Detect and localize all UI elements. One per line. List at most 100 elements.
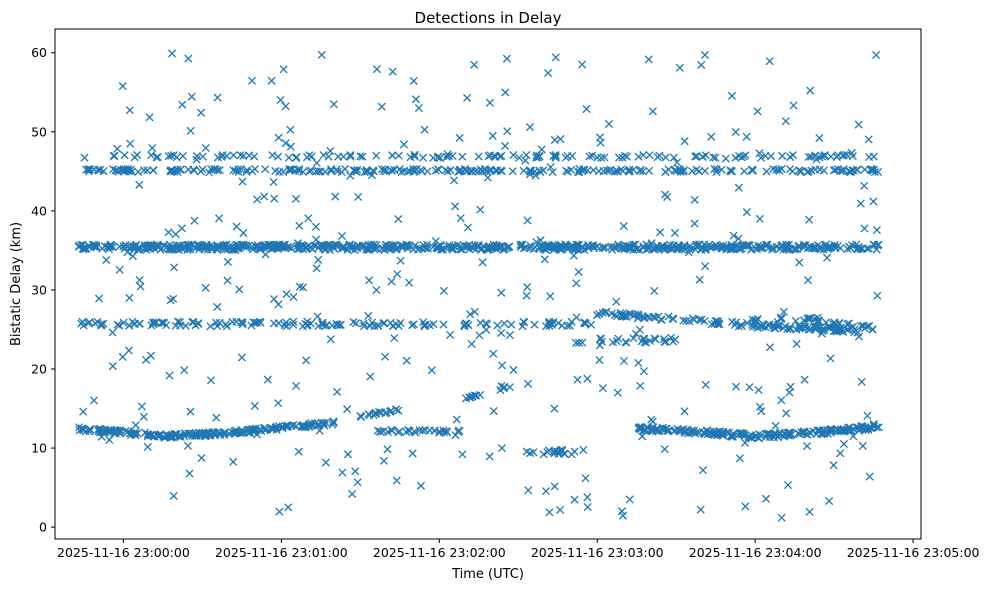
data-point-noise <box>648 107 657 116</box>
data-point-track_26_hump <box>751 316 760 325</box>
data-point-band_35 <box>737 244 746 253</box>
data-point-noise <box>612 297 621 306</box>
data-point-noise <box>806 86 815 95</box>
data-point-noise <box>617 507 627 516</box>
data-point-band_35 <box>870 240 879 250</box>
data-point-track_12_mid <box>411 428 420 437</box>
data-point-band_45 <box>443 167 452 176</box>
data-point-track_12_right <box>852 423 861 432</box>
data-point-band_47 <box>172 153 181 162</box>
data-point-noise <box>186 126 195 135</box>
data-point-band_45 <box>213 166 222 175</box>
data-point-noise <box>697 60 706 69</box>
data-point-track_12_right <box>709 429 718 439</box>
data-point-noise <box>734 183 743 192</box>
data-point-band_35 <box>546 242 555 251</box>
data-point-band_25.7 <box>335 320 344 330</box>
data-point-track_12_left <box>246 428 255 437</box>
data-point-band_47 <box>515 153 524 162</box>
data-point-track_12_left <box>94 427 103 436</box>
data-point-track_12_left <box>104 426 113 435</box>
data-point-band_47 <box>551 150 560 160</box>
data-point-noise <box>263 375 272 384</box>
data-point-noise <box>139 412 148 421</box>
data-point-track_27_to_25 <box>682 316 691 326</box>
data-point-noise <box>223 257 232 266</box>
data-point-track_9.5 <box>551 447 560 456</box>
data-point-noise <box>617 165 626 174</box>
data-point-noise <box>501 141 510 151</box>
data-point-track_23.6 <box>608 338 617 347</box>
data-point-noise <box>836 449 845 458</box>
data-point-band_35 <box>421 244 430 253</box>
data-point-noise <box>353 478 362 487</box>
data-point-band_35 <box>494 243 503 252</box>
data-point-track_14 <box>356 411 365 421</box>
data-point-band_47 <box>615 153 624 162</box>
data-point-noise <box>354 192 363 202</box>
data-point-noise <box>123 248 132 257</box>
data-point-band_35 <box>793 245 802 254</box>
data-point-band_35 <box>833 241 842 251</box>
data-points <box>74 49 883 522</box>
data-point-noise <box>634 358 643 367</box>
data-point-noise <box>126 139 135 148</box>
data-point-band_45 <box>474 167 483 176</box>
data-point-track_27_to_25 <box>688 314 698 323</box>
x-tick-label: 2025-11-16 23:01:00 <box>215 545 348 560</box>
data-point-noise <box>165 371 174 380</box>
data-point-band_47 <box>588 151 597 160</box>
data-point-track_27_to_25 <box>634 310 643 319</box>
data-point-band_47 <box>217 152 226 161</box>
data-point-noise <box>800 375 809 384</box>
data-point-noise <box>856 199 865 208</box>
data-point-noise <box>625 495 634 504</box>
data-point-band_47 <box>80 153 89 162</box>
data-point-noise <box>351 467 360 476</box>
data-point-noise <box>546 292 555 301</box>
data-point-noise <box>550 482 559 491</box>
data-point-band_35 <box>142 242 152 251</box>
data-point-track_12_mid <box>418 426 427 435</box>
data-point-band_25.7 <box>149 318 158 327</box>
data-point-noise <box>125 106 134 115</box>
data-point-noise <box>497 328 506 338</box>
data-point-band_45 <box>467 166 476 176</box>
data-point-noise <box>789 101 798 110</box>
data-point-band_25.7 <box>228 317 237 327</box>
data-point-band_47 <box>356 152 365 161</box>
data-point-band_35 <box>650 245 659 254</box>
data-point-noise <box>281 139 290 148</box>
data-point-band_25.7 <box>298 322 307 331</box>
data-point-track_26_hump <box>857 321 866 331</box>
data-point-band_25.7 <box>373 321 382 330</box>
data-point-noise <box>742 208 751 217</box>
data-point-band_45 <box>456 165 465 175</box>
data-point-noise <box>329 100 338 109</box>
data-point-track_27_to_25 <box>798 324 807 333</box>
data-point-band_47 <box>474 152 483 161</box>
data-point-band_35 <box>658 241 668 250</box>
data-point-track_26_hump <box>845 319 854 328</box>
data-point-track_27_to_25 <box>743 318 752 327</box>
data-point-track_27_to_25 <box>645 313 654 322</box>
data-point-noise <box>291 381 301 390</box>
data-point-band_45 <box>661 167 670 177</box>
data-point-band_45 <box>796 166 805 176</box>
data-point-noise <box>178 100 187 109</box>
data-point-noise <box>394 214 403 224</box>
data-point-noise <box>826 354 835 363</box>
data-point-band_45 <box>386 165 396 175</box>
data-point-noise <box>275 507 284 516</box>
data-point-track_9.5 <box>579 445 588 454</box>
data-point-track_17 <box>470 391 479 400</box>
data-point-noise <box>180 366 189 375</box>
data-point-band_25.7 <box>289 320 298 329</box>
data-point-noise <box>321 458 330 467</box>
data-point-noise <box>795 258 804 267</box>
data-point-noise <box>313 312 322 321</box>
data-point-noise <box>525 123 535 132</box>
data-point-noise <box>696 505 705 514</box>
data-point-band_25.7 <box>251 318 260 327</box>
data-point-band_45 <box>612 166 621 176</box>
